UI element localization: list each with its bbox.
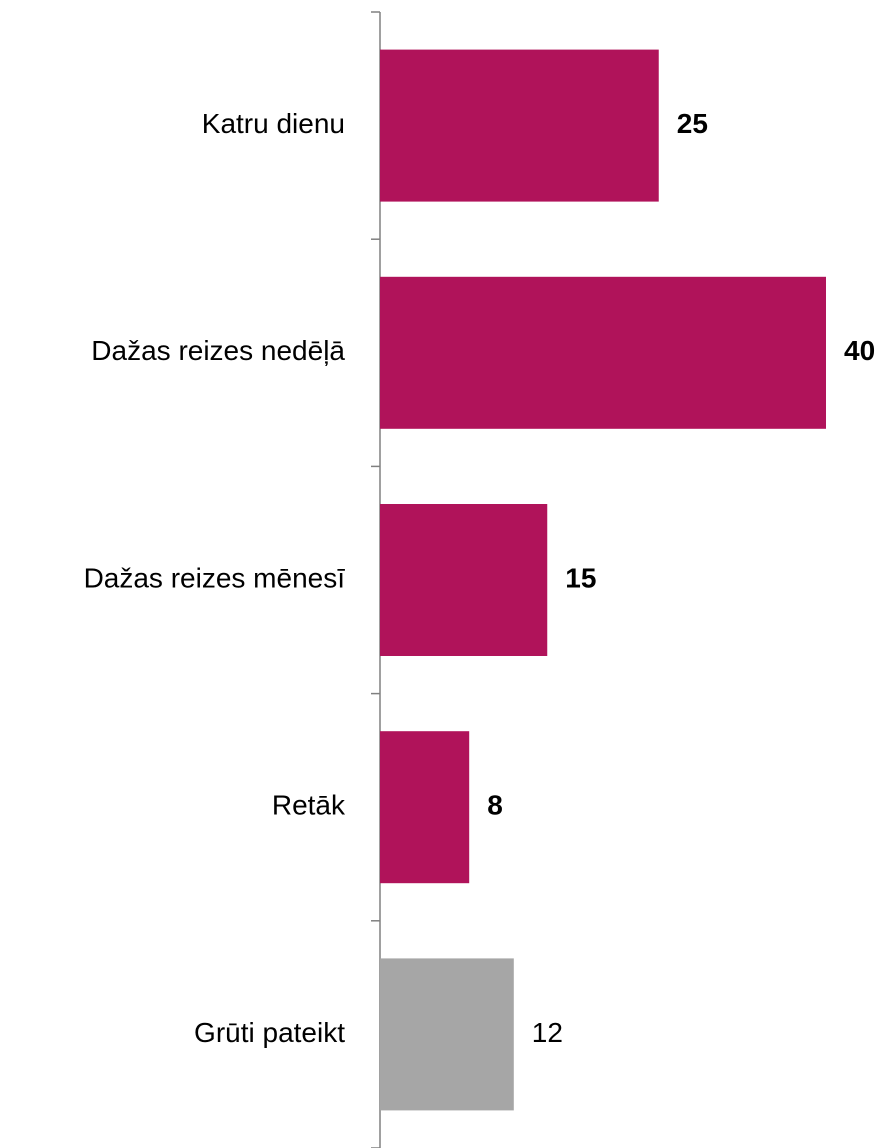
category-label: Dažas reizes nedēļā xyxy=(91,335,345,366)
bar xyxy=(380,504,548,656)
category-label: Dažas reizes mēnesī xyxy=(84,562,346,593)
category-label: Grūti pateikt xyxy=(194,1017,345,1048)
value-label: 40 xyxy=(844,335,875,366)
value-label: 12 xyxy=(532,1017,563,1048)
bar xyxy=(380,958,514,1111)
bar xyxy=(380,731,470,884)
value-label: 8 xyxy=(487,790,503,821)
category-label: Retāk xyxy=(272,790,346,821)
bar xyxy=(380,49,659,202)
category-label: Katru dienu xyxy=(202,108,345,139)
value-label: 15 xyxy=(565,562,596,593)
value-label: 25 xyxy=(677,108,708,139)
bar xyxy=(380,276,826,429)
